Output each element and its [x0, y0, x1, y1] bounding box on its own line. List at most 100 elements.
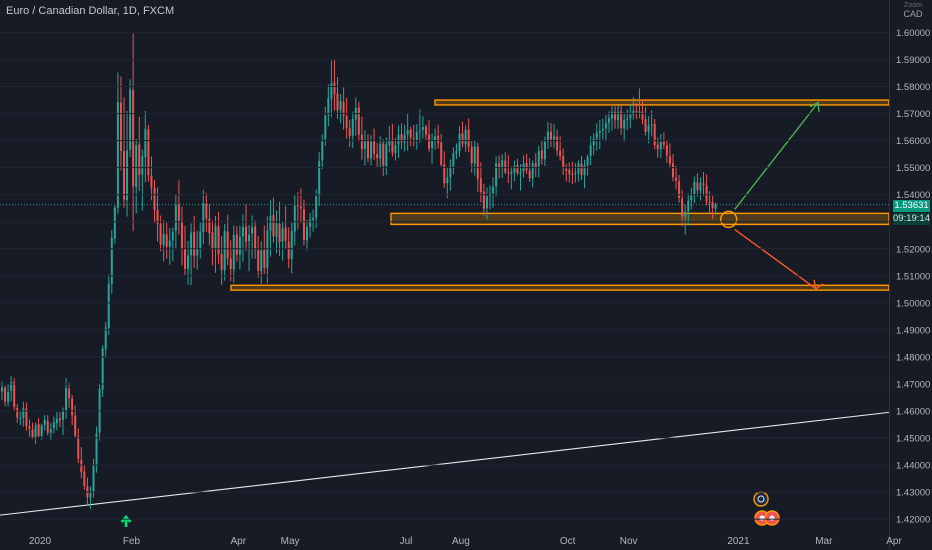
candle-body: [367, 139, 369, 159]
candle: [415, 124, 418, 150]
candle: [367, 134, 369, 163]
candle-body: [245, 226, 247, 242]
candle: [626, 108, 629, 130]
candle: [4, 385, 7, 407]
candle: [238, 225, 241, 270]
candle-body: [348, 128, 351, 137]
candle: [126, 110, 129, 217]
candle-body: [565, 168, 568, 171]
candle: [562, 148, 565, 175]
candle: [409, 126, 412, 147]
candle: [595, 123, 598, 151]
candle: [7, 384, 10, 407]
candle: [171, 227, 174, 262]
support-zone[interactable]: [390, 212, 890, 226]
candle-body: [171, 231, 174, 241]
y-tick-label: 1.57000: [896, 109, 930, 120]
candle: [577, 160, 580, 182]
candle: [330, 60, 333, 118]
candle-body: [4, 387, 7, 402]
currency-label: CAD: [903, 9, 923, 19]
candle-body: [437, 135, 440, 144]
candle-body: [449, 165, 452, 178]
bullish-projection-line[interactable]: [734, 102, 819, 210]
candle-body: [174, 205, 177, 231]
candle: [376, 143, 379, 167]
reaction-circle[interactable]: [719, 210, 738, 229]
candle-body: [77, 436, 80, 459]
candle: [571, 161, 574, 185]
candle: [693, 176, 696, 204]
candle-body: [562, 156, 565, 169]
candle-body: [211, 232, 214, 249]
x-tick-label: Apr: [886, 536, 902, 547]
candle: [614, 105, 617, 129]
x-tick-label: Nov: [620, 536, 638, 547]
candle-body: [665, 145, 668, 156]
candle-body: [251, 227, 254, 234]
bearish-projection-line[interactable]: [734, 228, 817, 290]
candle-body: [531, 163, 534, 179]
resistance-zone[interactable]: [434, 99, 890, 106]
x-tick-label: Jul: [400, 536, 413, 547]
candle: [77, 428, 80, 463]
candle: [232, 225, 235, 283]
y-tick-label: 1.43000: [896, 488, 930, 499]
candle: [306, 219, 308, 251]
candle-body: [678, 181, 681, 198]
candle: [129, 79, 132, 158]
candle-body: [470, 147, 473, 164]
candle-body: [184, 248, 186, 269]
candle: [205, 192, 208, 232]
candle: [485, 187, 488, 220]
candle: [684, 204, 687, 235]
candle: [177, 180, 180, 235]
candle: [187, 240, 190, 285]
candle: [650, 110, 653, 137]
economic-event-icon[interactable]: [753, 491, 769, 507]
candle-body: [147, 129, 150, 175]
candle: [132, 33, 135, 232]
candle: [80, 446, 83, 479]
y-tick-label: 1.47000: [896, 379, 930, 390]
candle-body: [336, 93, 339, 111]
x-tick-label: Apr: [230, 536, 246, 547]
candle-body: [28, 426, 31, 429]
candle: [83, 465, 86, 490]
candle: [25, 402, 28, 431]
candle-body: [205, 203, 208, 219]
candle-body: [360, 134, 363, 150]
candle: [147, 124, 150, 182]
candle: [528, 158, 531, 182]
candle-body: [623, 120, 626, 129]
candle-body: [516, 165, 519, 174]
candle-body: [333, 82, 336, 95]
candle-body: [519, 172, 522, 174]
candle: [68, 382, 71, 408]
candle: [302, 199, 305, 246]
trend-line[interactable]: [0, 411, 890, 516]
candle-body: [65, 388, 68, 411]
candle: [467, 118, 470, 153]
x-tick-label: 2021: [727, 536, 750, 547]
candle: [629, 104, 632, 129]
candle: [699, 177, 702, 201]
candle-body: [257, 249, 260, 271]
candle-body: [7, 392, 10, 402]
candle: [504, 152, 507, 175]
candle-body: [580, 163, 583, 175]
candle: [702, 171, 705, 197]
candle-body: [135, 145, 138, 188]
candle: [449, 159, 452, 191]
candle-body: [635, 111, 638, 113]
candle: [647, 116, 650, 144]
candle-body: [675, 177, 678, 181]
candle-body: [382, 143, 385, 166]
candle: [223, 223, 226, 281]
candle-body: [83, 471, 86, 486]
candle: [623, 112, 626, 142]
lower-support-zone[interactable]: [230, 284, 890, 291]
candle-body: [662, 141, 665, 145]
candle: [556, 129, 559, 156]
candle-body: [656, 144, 659, 150]
